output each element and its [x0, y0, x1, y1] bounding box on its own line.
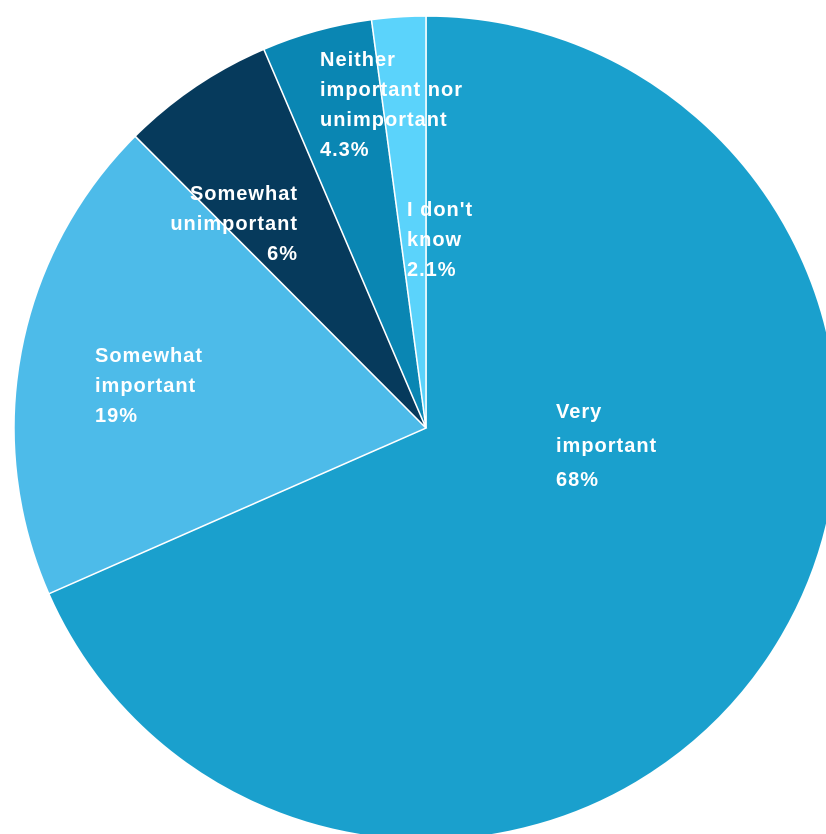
pie-slices [13, 15, 826, 834]
pie-slice [370, 15, 427, 429]
slice-label: Somewhat unimportant 6% [170, 183, 298, 265]
slice-label: Somewhat important 19% [95, 345, 203, 427]
slice-label: Very important 68% [556, 401, 657, 491]
slice-label: Neither important nor unimportant 4.3% [320, 49, 463, 161]
pie-slice [47, 15, 826, 834]
pie-slice [134, 48, 427, 429]
pie-labels: Very important 68% Somewhat important 19% Some… [95, 49, 657, 491]
pie-slice [13, 135, 428, 595]
slice-label: I don't know 2.1% [407, 199, 473, 281]
